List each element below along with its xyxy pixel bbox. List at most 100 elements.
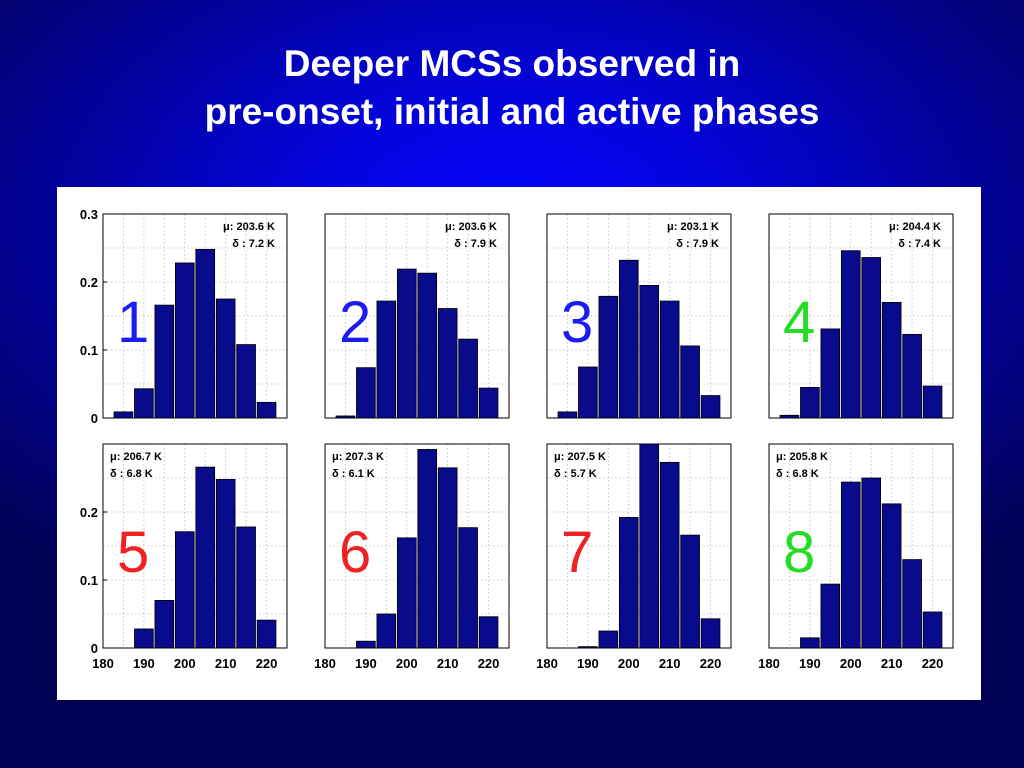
y-tick-label: 0.1 (80, 573, 98, 588)
histogram-bar (598, 295, 619, 419)
mu-annotation: μ: 204.4 K (889, 221, 941, 233)
histogram-bar (618, 517, 639, 649)
histogram-bar (396, 268, 417, 419)
histogram-panel: 0 0.1 0.2 0.3 μ: 203.6 K δ : 7.2 K 1 μ: 203.6 K… (57, 187, 981, 700)
histogram-bar (659, 461, 680, 649)
histogram-bar (376, 613, 397, 649)
axes-frame (546, 443, 732, 649)
x-tick-label: 180 (314, 656, 336, 671)
histogram-bar (700, 395, 721, 419)
histogram-bar (356, 640, 376, 649)
x-tick-label: 210 (437, 656, 459, 671)
histogram-bar (236, 526, 256, 649)
histogram-bar (417, 272, 438, 419)
x-tick-label: 190 (577, 656, 599, 671)
mu-annotation: μ: 207.3 K (332, 451, 384, 463)
histogram-3: μ: 203.1 K δ : 7.9 K 3 (546, 213, 732, 419)
panel-number-label: 6 (339, 520, 371, 585)
x-tick-label: 220 (700, 656, 722, 671)
histogram-6: 180 190 200 210 220 μ: 207.3 K δ : 6.1 K 6 (314, 443, 510, 671)
panel-number-label: 3 (561, 290, 593, 355)
histogram-bar (820, 328, 841, 419)
axes-frame (324, 443, 510, 649)
slide-title: Deeper MCSs observed in pre-onset, initi… (0, 40, 1024, 136)
histogram-bar (417, 449, 438, 649)
x-tick-label: 180 (536, 656, 558, 671)
axes-frame (768, 443, 954, 649)
histogram-grid: 0 0.1 0.2 0.3 μ: 203.6 K δ : 7.2 K 1 μ: 203.6 K… (80, 207, 954, 671)
histogram-bar (458, 338, 478, 419)
histogram-bar (800, 637, 820, 649)
histogram-bar (256, 401, 277, 419)
x-tick-label: 190 (355, 656, 377, 671)
histogram-8: 180 190 200 210 220 μ: 205.8 K δ : 6.8 K 8 (758, 443, 954, 671)
panel-number-label: 5 (117, 520, 149, 585)
y-tick-label: 0 (91, 641, 98, 656)
panel-number-label: 7 (561, 520, 593, 585)
histogram-bar (256, 619, 277, 649)
histogram-bar (659, 300, 680, 419)
delta-annotation: δ : 6.8 K (776, 468, 819, 480)
histogram-bar (902, 559, 922, 649)
histogram-bar (680, 534, 700, 649)
histogram-bar (861, 257, 882, 419)
x-tick-label: 190 (133, 656, 155, 671)
histogram-bar (134, 388, 154, 419)
histogram-2: μ: 203.6 K δ : 7.9 K 2 (324, 213, 510, 419)
x-tick-label: 200 (840, 656, 862, 671)
x-tick-label: 200 (174, 656, 196, 671)
histogram-bar (881, 302, 902, 419)
histogram-5: 0 0.1 0.2 180 190 200 210 220 μ: 206.7 K δ : 6.8 … (80, 443, 288, 671)
histogram-bar (639, 285, 660, 419)
mu-annotation: μ: 207.5 K (554, 451, 606, 463)
x-tick-label: 190 (799, 656, 821, 671)
histogram-bar (215, 478, 236, 649)
delta-annotation: δ : 7.4 K (898, 238, 941, 250)
histogram-bar (134, 628, 154, 649)
histogram-7: 180 190 200 210 220 μ: 207.5 K δ : 5.7 K 7 (536, 443, 732, 671)
histogram-bar (820, 583, 841, 649)
histogram-bar (700, 618, 721, 649)
mu-annotation: μ: 206.7 K (110, 451, 162, 463)
histogram-bar (840, 250, 861, 419)
axes-frame (102, 213, 288, 419)
histogram-bar (154, 599, 175, 649)
y-tick-label: 0 (91, 411, 98, 426)
mu-annotation: μ: 203.1 K (667, 221, 719, 233)
histogram-bar (195, 248, 216, 419)
histogram-bar (680, 345, 700, 419)
histogram-bar (113, 411, 134, 419)
y-tick-label: 0.1 (80, 343, 98, 358)
histogram-bar (396, 537, 417, 649)
histogram-bar (478, 387, 499, 419)
histogram-bar (902, 333, 922, 419)
histogram-bar (639, 443, 660, 649)
x-tick-label: 200 (618, 656, 640, 671)
histogram-bar (881, 503, 902, 649)
axes-frame (768, 213, 954, 419)
panel-number-label: 2 (339, 290, 371, 355)
histogram-4: μ: 204.4 K δ : 7.4 K 4 (768, 213, 954, 419)
panel-number-label: 8 (783, 520, 815, 585)
histogram-bar (195, 466, 216, 649)
histogram-bar (557, 411, 578, 419)
histogram-bar (376, 300, 397, 419)
histogram-bar (618, 259, 639, 419)
histogram-bar (800, 386, 820, 419)
axes-frame (102, 443, 288, 649)
panel-number-label: 4 (783, 290, 815, 355)
y-tick-label: 0.3 (80, 207, 98, 222)
delta-annotation: δ : 5.7 K (554, 468, 597, 480)
histogram-bar (356, 367, 376, 419)
x-tick-label: 180 (758, 656, 780, 671)
delta-annotation: δ : 7.9 K (454, 238, 497, 250)
histogram-bar (861, 477, 882, 649)
histogram-bar (922, 611, 943, 649)
histogram-bar (174, 262, 195, 419)
histogram-bar (236, 344, 256, 419)
x-tick-label: 210 (659, 656, 681, 671)
histogram-bar (578, 366, 598, 419)
slide-title-line-2: pre-onset, initial and active phases (204, 91, 820, 132)
x-tick-label: 220 (478, 656, 500, 671)
histogram-bar (154, 304, 175, 419)
